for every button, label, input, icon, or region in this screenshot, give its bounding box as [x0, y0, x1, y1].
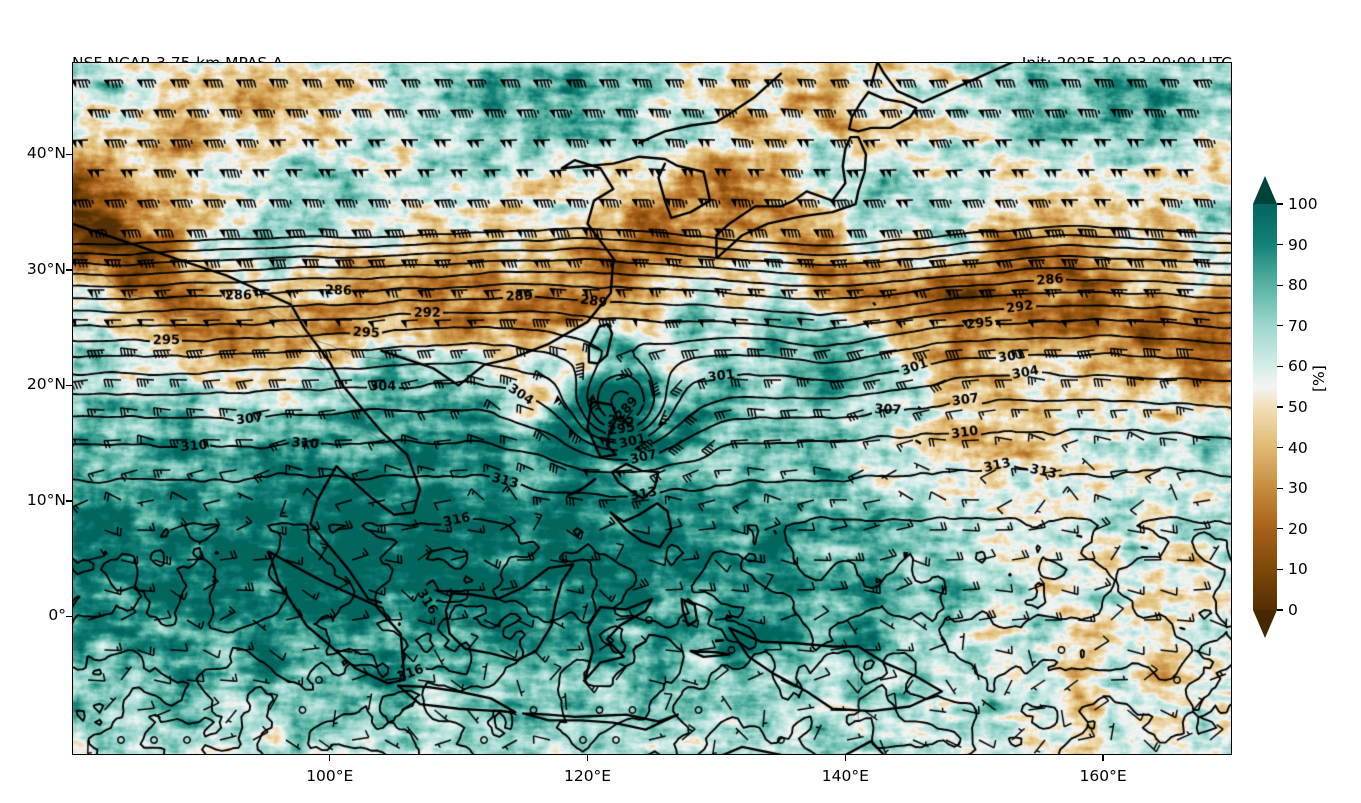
- colorbar-tick-label: 40: [1288, 438, 1308, 457]
- longitude-tickmark: [329, 755, 331, 761]
- colorbar-tickmark: [1277, 243, 1283, 246]
- colorbar-tick-label: 30: [1288, 479, 1308, 498]
- colorbar-tick-label: 10: [1288, 560, 1308, 579]
- colorbar-tick-label: 90: [1288, 235, 1308, 254]
- latitude-tick-label: 0°: [48, 606, 66, 625]
- colorbar-extend-top-arrow: [1253, 176, 1277, 204]
- colorbar-tickmark: [1277, 446, 1283, 449]
- latitude-tick-label: 20°N: [26, 375, 66, 394]
- colorbar-tick-label: 100: [1288, 195, 1318, 213]
- map-plot-area: [72, 62, 1232, 755]
- latitude-tick-label: 30°N: [26, 259, 66, 278]
- colorbar-tickmark: [1277, 609, 1283, 611]
- longitude-tick-label: 140°E: [821, 767, 869, 785]
- colorbar-unit-label: [%]: [1310, 365, 1328, 392]
- longitude-tickmark: [586, 755, 589, 761]
- colorbar-gradient: [1253, 204, 1277, 610]
- colorbar-tickmark: [1277, 365, 1283, 368]
- colorbar-extend-bottom-arrow: [1253, 610, 1277, 638]
- colorbar-tick-label: 80: [1288, 276, 1308, 295]
- latitude-tickmark: [66, 500, 72, 502]
- longitude-tick-label: 160°E: [1079, 767, 1127, 785]
- colorbar-tickmark: [1277, 406, 1283, 408]
- longitude-tick-label: 120°E: [563, 767, 612, 785]
- colorbar-tick-label: 60: [1288, 357, 1308, 376]
- colorbar-tickmark: [1277, 325, 1283, 327]
- latitude-tickmark: [66, 615, 72, 618]
- relative-humidity-map-canvas: [72, 62, 1232, 755]
- longitude-tick-label: 100°E: [306, 767, 354, 785]
- latitude-tick-label: 10°N: [26, 490, 66, 509]
- latitude-tick-label: 40°N: [26, 144, 66, 163]
- longitude-tickmark: [844, 755, 847, 761]
- colorbar-tickmark: [1277, 528, 1283, 530]
- colorbar-tickmark: [1277, 284, 1283, 286]
- latitude-tickmark: [66, 269, 72, 271]
- longitude-tickmark: [1102, 755, 1104, 761]
- colorbar-tick-label: 50: [1288, 398, 1308, 416]
- colorbar-tickmark: [1277, 568, 1283, 571]
- colorbar-tickmark: [1277, 487, 1283, 489]
- latitude-tickmark: [66, 384, 72, 387]
- latitude-tickmark: [66, 153, 72, 156]
- colorbar-tickmark: [1277, 203, 1283, 205]
- colorbar-tick-label: 20: [1288, 519, 1308, 538]
- colorbar-tick-label: 0: [1288, 601, 1298, 619]
- colorbar: [1253, 176, 1277, 638]
- colorbar-tick-label: 70: [1288, 316, 1308, 335]
